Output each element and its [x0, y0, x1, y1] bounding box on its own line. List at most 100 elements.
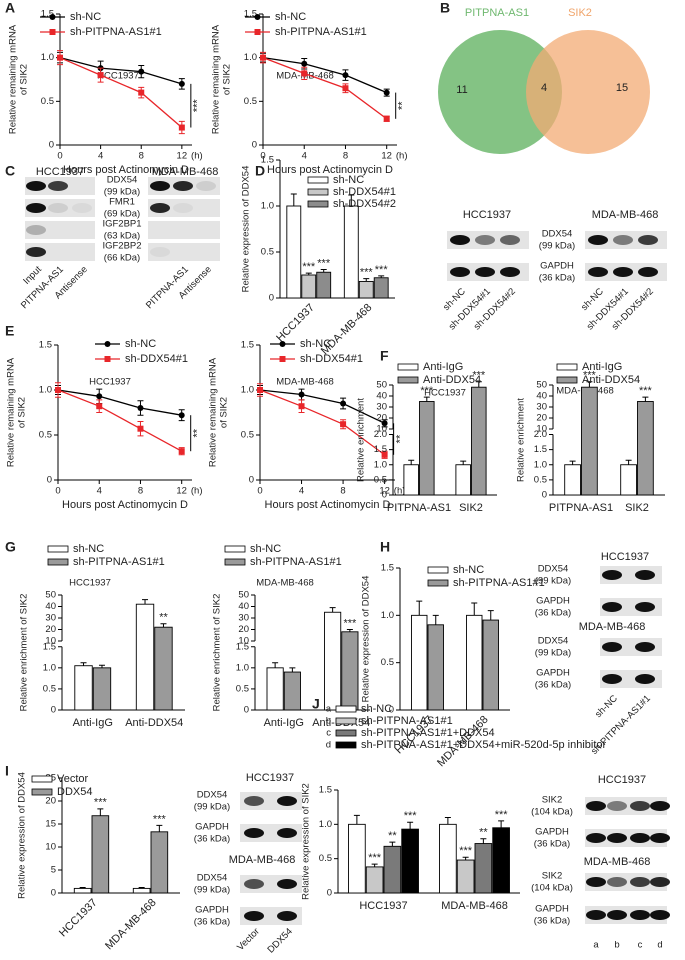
x-axis-label: Hours post Actinomycin D	[265, 499, 391, 511]
blot-row-size: (63 kDa)	[104, 231, 140, 242]
marker	[55, 387, 61, 393]
y-tick-label: 10	[45, 636, 56, 647]
blot-band	[635, 674, 655, 684]
blot-band	[588, 235, 608, 245]
error-bar	[408, 459, 415, 465]
y-tick-label: 50	[45, 590, 56, 601]
x-unit: (h)	[396, 151, 408, 162]
blot-band	[635, 602, 655, 612]
y-tick-label: 0	[244, 705, 249, 716]
x-axis-label: Hours post Actinomycin D	[63, 164, 189, 176]
marker	[342, 85, 349, 92]
panel-label: E	[5, 323, 14, 339]
error-bar	[305, 272, 312, 275]
legend-key: b	[326, 716, 331, 727]
blot-row-label: GAPDH	[536, 596, 570, 607]
y-tick-label: 5	[51, 865, 56, 876]
bar	[316, 271, 332, 299]
panel-label: B	[440, 0, 450, 16]
y-tick-label: 1.5	[374, 444, 387, 455]
error-bar	[586, 381, 593, 388]
legend-label: sh-DDX54#1	[125, 353, 188, 365]
y-tick-label: 10	[376, 424, 387, 435]
x-unit: (h)	[191, 486, 203, 497]
y-axis-label: of SIK2	[222, 64, 233, 95]
marker	[97, 72, 104, 79]
y-tick-label: 40	[536, 391, 547, 402]
blot-row-label: GAPDH	[535, 904, 569, 915]
blot-row-label: DDX54	[197, 790, 228, 801]
y-tick-label: 40	[376, 391, 387, 402]
y-tick-label: 1.5	[43, 641, 56, 652]
bar	[564, 464, 581, 496]
blot-band	[150, 247, 170, 257]
venn-count: 4	[541, 82, 547, 94]
x-tick-label: 12	[379, 486, 390, 497]
bar	[132, 887, 151, 894]
blot-band	[613, 267, 633, 277]
legend-swatch	[307, 176, 329, 184]
blot-cell-line: MDA-MB-468	[592, 209, 659, 221]
y-axis-label: Relative remaining mRNA	[8, 24, 19, 134]
legend-swatch	[307, 200, 329, 208]
blot-band	[244, 879, 264, 889]
y-tick-label: 30	[536, 402, 547, 413]
y-axis-label: Relative expression of SIK2	[301, 783, 312, 900]
bar	[411, 614, 428, 711]
panel-label: F	[380, 348, 389, 364]
legend-label: sh-PITPNA-AS1#1	[250, 556, 342, 568]
y-tick-label: 1.5	[381, 563, 394, 574]
bar	[92, 667, 112, 711]
significance: ***	[317, 257, 331, 269]
error-bar	[80, 662, 87, 666]
x-tick-label: 12	[381, 151, 392, 162]
blot-cell-line: MDA-MB-468	[229, 854, 296, 866]
blot-band	[48, 203, 68, 213]
error-bar	[416, 600, 423, 616]
x-tick-label: 8	[343, 151, 348, 162]
y-tick-label: 50	[238, 590, 249, 601]
blot-band	[150, 181, 170, 191]
annotation: MDA-MB-468	[256, 578, 314, 589]
error-bar	[389, 841, 396, 847]
marker	[138, 68, 145, 75]
bar	[620, 464, 637, 496]
marker	[96, 403, 103, 410]
venn-set-label: SIK2	[568, 7, 592, 19]
legend-label: Anti-IgG	[423, 361, 463, 373]
marker	[381, 420, 388, 427]
blot-row-size: (69 kDa)	[104, 209, 140, 220]
blot-band	[173, 181, 193, 191]
blot-band	[173, 203, 193, 213]
legend-marker	[49, 29, 56, 35]
y-tick-label: 1.5	[319, 785, 332, 796]
blot-row-size: (36 kDa)	[194, 834, 230, 845]
blot-cell-line: MDA-MB-468	[579, 621, 646, 633]
blot-lane-label: b	[614, 940, 619, 951]
y-tick-label: 1.0	[41, 52, 54, 63]
blot-row-size: (36 kDa)	[534, 839, 570, 850]
blot-band	[277, 911, 297, 921]
error-bar	[487, 610, 494, 621]
significance: ***	[192, 99, 204, 113]
x-tick-label: 4	[302, 151, 307, 162]
blot-band	[277, 828, 297, 838]
blot-row-size: (99 kDa)	[535, 576, 571, 587]
legend-label: sh-NC	[275, 11, 306, 23]
legend-label: DDX54	[57, 786, 92, 798]
y-tick-label: 0.5	[374, 474, 387, 485]
error-bar	[329, 607, 336, 613]
y-tick-label: 1.5	[244, 9, 257, 20]
error-bar	[348, 194, 355, 206]
blot-band	[630, 910, 650, 920]
y-axis-label: Relative expression of DDX54	[17, 772, 28, 899]
legend-marker	[254, 29, 261, 35]
annotation: HCC1937	[424, 388, 466, 399]
blot-band	[630, 833, 650, 843]
blot-cell-line: HCC1937	[246, 772, 294, 784]
y-tick-label: 0	[382, 490, 387, 501]
blot-band	[586, 801, 606, 811]
y-tick-label: 20	[536, 413, 547, 424]
legend-label: Anti-IgG	[582, 361, 622, 373]
marker	[301, 70, 308, 77]
